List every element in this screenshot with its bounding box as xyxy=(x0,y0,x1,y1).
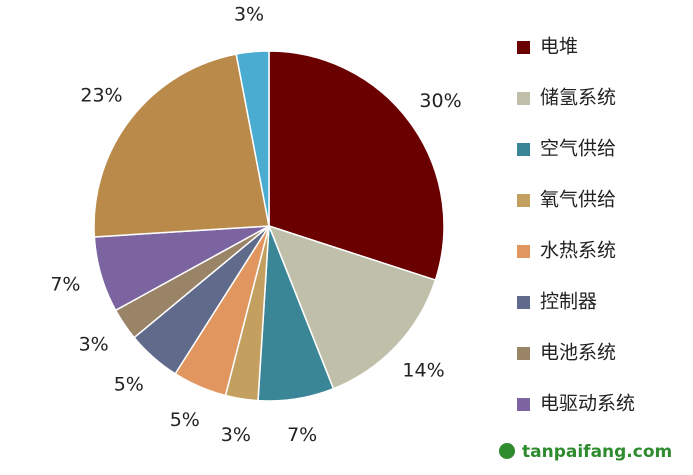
data-label: 5% xyxy=(170,409,200,431)
legend-swatch xyxy=(517,398,530,411)
legend-swatch xyxy=(517,296,530,309)
data-label: 3% xyxy=(79,334,109,356)
pie-slice xyxy=(235,50,270,227)
legend-label: 储氢系统 xyxy=(540,87,616,109)
legend-label: 空气供给 xyxy=(540,138,616,160)
data-label: 3% xyxy=(221,424,251,446)
legend-label: 电池系统 xyxy=(540,342,616,364)
watermark-icon xyxy=(499,443,515,459)
legend-label: 水热系统 xyxy=(540,240,616,262)
data-label: 3% xyxy=(234,3,264,25)
watermark: tanpaifang.com xyxy=(522,442,672,462)
data-label: 30% xyxy=(419,90,461,112)
pie-slice xyxy=(267,224,437,390)
pie-slice xyxy=(268,50,445,282)
legend-swatch xyxy=(517,92,530,105)
data-label: 5% xyxy=(114,374,144,396)
data-label: 23% xyxy=(80,85,122,107)
legend-swatch xyxy=(517,245,530,258)
data-label: 14% xyxy=(402,360,444,382)
legend-swatch xyxy=(517,143,530,156)
legend-swatch xyxy=(517,347,530,360)
legend-label: 氧气供给 xyxy=(540,189,616,211)
legend-label: 电堆 xyxy=(540,36,578,58)
legend-swatch xyxy=(517,41,530,54)
legend-label: 控制器 xyxy=(540,291,597,313)
legend-swatch xyxy=(517,194,530,207)
data-label: 7% xyxy=(50,274,80,296)
legend-label: 电驱动系统 xyxy=(540,393,635,415)
pie-slice xyxy=(93,53,270,238)
data-label: 7% xyxy=(287,424,317,446)
